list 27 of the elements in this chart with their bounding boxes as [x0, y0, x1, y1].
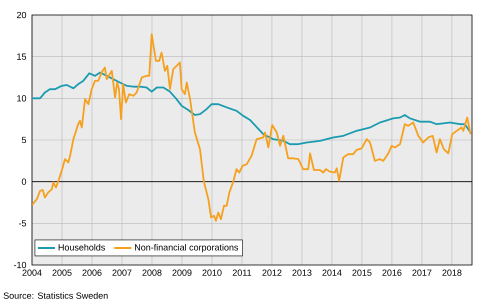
- x-tick-label: 2014: [322, 270, 342, 276]
- line-series: [32, 72, 471, 146]
- legend-label: Households: [58, 244, 105, 251]
- x-tick-label: 2009: [172, 270, 192, 276]
- x-tick-label: 2015: [352, 270, 372, 276]
- x-tick-label: 2016: [382, 270, 402, 276]
- x-tick-label: 2013: [292, 270, 312, 276]
- x-tick-label: 2010: [202, 270, 222, 276]
- x-tick-label: 2017: [412, 270, 432, 276]
- y-tick-label: 15: [17, 54, 26, 60]
- legend-label: Non-financial corporations: [135, 244, 238, 252]
- x-tick-label: 2018: [442, 270, 462, 276]
- y-tick-label: 5: [22, 136, 26, 144]
- x-tick-label: 2008: [142, 270, 162, 276]
- y-tick-label: 0: [22, 178, 26, 185]
- y-tick-label: 10: [17, 95, 26, 102]
- x-tick-label: 2012: [262, 270, 282, 276]
- x-tick-label: 2006: [82, 270, 102, 276]
- y-tick-label: 20: [16, 12, 26, 18]
- line-series: [32, 33, 472, 222]
- x-tick-label: 2004: [22, 270, 42, 276]
- x-tick-label: 2005: [52, 270, 72, 276]
- x-tick-label: 2011: [232, 270, 252, 276]
- y-tick-label: -10: [14, 262, 26, 268]
- y-tick-label: -5: [18, 220, 26, 226]
- source-note: Source: Statistics Sweden: [4, 292, 108, 299]
- x-tick-label: 2007: [112, 270, 132, 276]
